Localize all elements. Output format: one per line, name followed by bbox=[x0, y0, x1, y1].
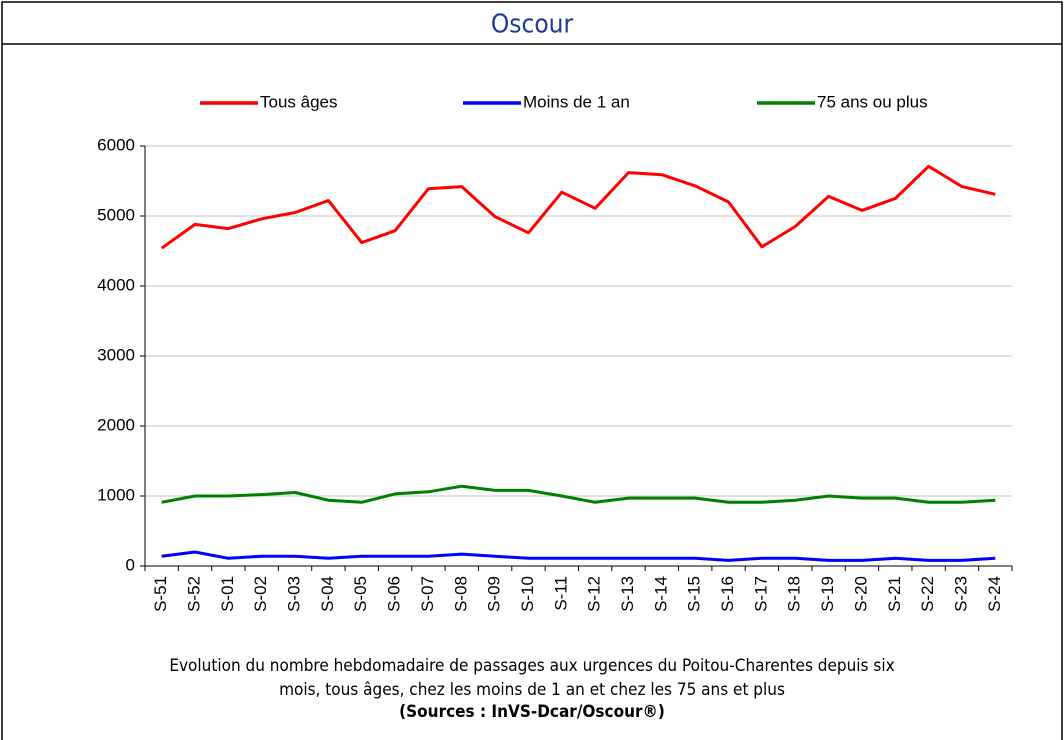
caption: mois, tous âges, chez les moins de 1 an … bbox=[279, 680, 785, 700]
x-tick-label: S-14 bbox=[651, 576, 670, 612]
x-tick-label: S-23 bbox=[951, 576, 970, 612]
legend-label: 75 ans ou plus bbox=[817, 92, 928, 111]
y-tick-label: 3000 bbox=[97, 345, 135, 364]
source: (Sources : InVS-Dcar/Oscour®) bbox=[399, 702, 665, 722]
legend-label: Moins de 1 an bbox=[523, 92, 630, 111]
x-tick-label: S-01 bbox=[218, 576, 237, 612]
x-tick-label: S-24 bbox=[985, 576, 1004, 612]
x-tick-label: S-51 bbox=[151, 576, 170, 612]
series-line bbox=[161, 484, 996, 504]
series-line bbox=[160, 164, 996, 250]
x-tick-label: S-22 bbox=[918, 576, 937, 612]
y-tick-label: 6000 bbox=[97, 135, 135, 154]
caption: Evolution du nombre hebdomadaire de pass… bbox=[169, 656, 894, 676]
x-tick-label: S-15 bbox=[685, 576, 704, 612]
x-tick-label: S-16 bbox=[718, 576, 737, 612]
x-tick-label: S-18 bbox=[785, 576, 804, 612]
y-tick-label: 2000 bbox=[97, 415, 135, 434]
x-tick-label: S-17 bbox=[751, 576, 770, 612]
x-tick-label: S-52 bbox=[185, 576, 204, 612]
x-tick-label: S-04 bbox=[318, 576, 337, 612]
y-tick-label: 4000 bbox=[97, 275, 135, 294]
x-tick-label: S-20 bbox=[851, 576, 870, 612]
x-tick-label: S-19 bbox=[818, 576, 837, 612]
x-tick-label: S-08 bbox=[451, 576, 470, 612]
x-tick-label: S-07 bbox=[418, 576, 437, 612]
x-tick-label: S-03 bbox=[285, 576, 304, 612]
x-tick-label: S-02 bbox=[251, 576, 270, 612]
x-tick-label: S-10 bbox=[518, 576, 537, 612]
y-tick-label: 0 bbox=[126, 555, 135, 574]
series-line bbox=[161, 550, 996, 562]
x-tick-label: S-11 bbox=[551, 576, 570, 611]
x-tick-label: S-06 bbox=[385, 576, 404, 612]
header-title: Oscour bbox=[491, 10, 574, 40]
y-tick-label: 1000 bbox=[97, 485, 135, 504]
x-tick-label: S-21 bbox=[885, 576, 904, 612]
x-tick-label: S-05 bbox=[351, 576, 370, 612]
x-tick-label: S-13 bbox=[618, 576, 637, 612]
x-tick-label: S-09 bbox=[485, 576, 504, 612]
y-tick-label: 5000 bbox=[97, 205, 135, 224]
x-tick-label: S-12 bbox=[585, 576, 604, 612]
legend-label: Tous âges bbox=[260, 92, 338, 111]
